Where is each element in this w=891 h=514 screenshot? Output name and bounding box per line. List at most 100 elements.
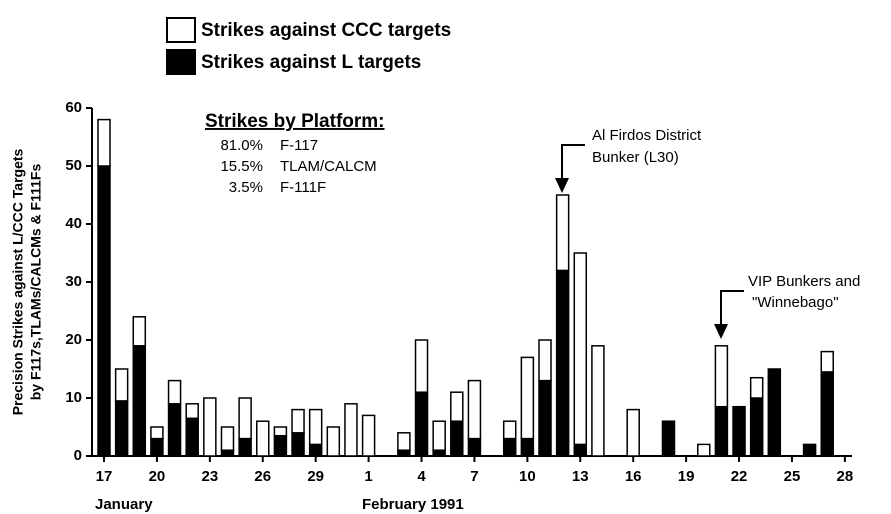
y-tick-label: 40 <box>65 215 82 232</box>
legend-label: Strikes against CCC targets <box>201 20 451 41</box>
x-tick-label: 20 <box>149 468 166 485</box>
bar-segment <box>450 391 464 422</box>
bar-segment <box>114 400 129 457</box>
bar-segment <box>256 420 270 457</box>
bar-segment <box>467 437 482 457</box>
x-tick-label: 23 <box>201 468 218 485</box>
bar-segment <box>150 437 164 457</box>
y-tick-label: 50 <box>65 157 82 174</box>
bar-segment <box>308 443 323 457</box>
bar-segment <box>150 426 164 440</box>
y-axis-label: by F117s,TLAMs/CALCMs & F111Fs <box>28 164 44 401</box>
table-cell: 3.5% <box>229 179 263 196</box>
bar-segment <box>344 403 358 457</box>
bar-segment <box>661 420 676 457</box>
x-tick-label: 10 <box>519 468 536 485</box>
bar-segment <box>573 443 588 457</box>
legend-swatch <box>166 17 196 43</box>
x-tick-label: 25 <box>784 468 801 485</box>
month-label: January <box>95 496 153 513</box>
bar-segment <box>397 432 411 451</box>
bar-segment <box>732 405 746 457</box>
bar-segment <box>220 426 235 451</box>
x-tick-label: 4 <box>417 468 426 485</box>
bar-segment <box>714 405 729 457</box>
bar-segment <box>555 269 570 457</box>
annotation: Bunker (L30) <box>592 149 679 166</box>
bar-segment <box>573 252 588 446</box>
bar-segment <box>185 403 199 420</box>
x-tick-label: 29 <box>307 468 324 485</box>
bar-segment <box>167 379 182 405</box>
table-cell: F-117 <box>280 137 318 154</box>
bar-segment <box>97 165 111 457</box>
bar-segment <box>273 426 288 437</box>
table-cell: F-111F <box>280 179 326 196</box>
bar-segment <box>520 356 535 440</box>
bar-segment <box>238 437 252 457</box>
bar-segment <box>397 449 411 457</box>
arrow-head <box>555 178 569 193</box>
x-tick-label: 26 <box>254 468 271 485</box>
bar-segment <box>591 345 605 457</box>
bar-segment <box>97 118 111 167</box>
x-tick-label: 17 <box>96 468 113 485</box>
bar-segment <box>326 426 341 457</box>
annotation: "Winnebago" <box>752 294 839 311</box>
month-label: February 1991 <box>362 496 464 513</box>
bar-segment <box>538 339 552 382</box>
bar-segment <box>238 397 252 440</box>
bar-segment <box>432 420 446 451</box>
y-tick-label: 10 <box>65 389 82 406</box>
x-tick-label: 16 <box>625 468 642 485</box>
bar-segment <box>749 397 764 457</box>
bar-segment <box>450 420 464 457</box>
arrow-head <box>714 324 728 339</box>
bar-segment <box>203 397 217 457</box>
bar-segment <box>538 379 552 457</box>
bar-segment <box>767 368 782 457</box>
bar-segment <box>361 414 376 457</box>
bar-segment <box>132 316 147 347</box>
y-tick-label: 20 <box>65 331 82 348</box>
bar-segment <box>308 408 323 446</box>
bar-segment <box>114 368 129 402</box>
bar-segment <box>291 408 305 434</box>
bar-segment <box>802 443 817 457</box>
y-tick-label: 0 <box>74 447 82 464</box>
y-tick-label: 60 <box>65 99 82 116</box>
bar-segment <box>414 391 429 457</box>
bar-segment <box>220 449 235 457</box>
bar-segment <box>132 345 147 457</box>
y-axis-label: Precision Strikes against L/CCC Targets <box>10 148 26 415</box>
annotation: VIP Bunkers and <box>748 273 860 290</box>
x-tick-label: 19 <box>678 468 695 485</box>
arrow <box>561 144 585 186</box>
bar-segment <box>820 371 834 457</box>
table-title: Strikes by Platform: <box>205 111 385 132</box>
table-cell: 81.0% <box>220 137 263 154</box>
x-tick-label: 1 <box>364 468 372 485</box>
bar-segment <box>432 449 446 457</box>
bar-segment <box>414 339 429 393</box>
bar-segment <box>520 437 535 457</box>
bar-segment <box>291 432 305 457</box>
arrow <box>720 290 744 332</box>
x-tick-label: 28 <box>837 468 854 485</box>
bar-segment <box>467 379 482 440</box>
bar-segment <box>167 403 182 457</box>
bar-segment <box>502 420 517 440</box>
bar-segment <box>185 417 199 457</box>
annotation: Al Firdos District <box>592 127 702 144</box>
x-tick-label: 13 <box>572 468 589 485</box>
x-tick-label: 7 <box>470 468 478 485</box>
bar-segment <box>555 194 570 272</box>
bar-segment <box>697 443 711 457</box>
table-cell: 15.5% <box>220 158 263 175</box>
table-cell: TLAM/CALCM <box>280 158 377 175</box>
bar-segment <box>273 434 288 457</box>
x-tick-label: 22 <box>731 468 748 485</box>
y-tick-label: 30 <box>65 273 82 290</box>
bar-segment <box>626 408 640 457</box>
